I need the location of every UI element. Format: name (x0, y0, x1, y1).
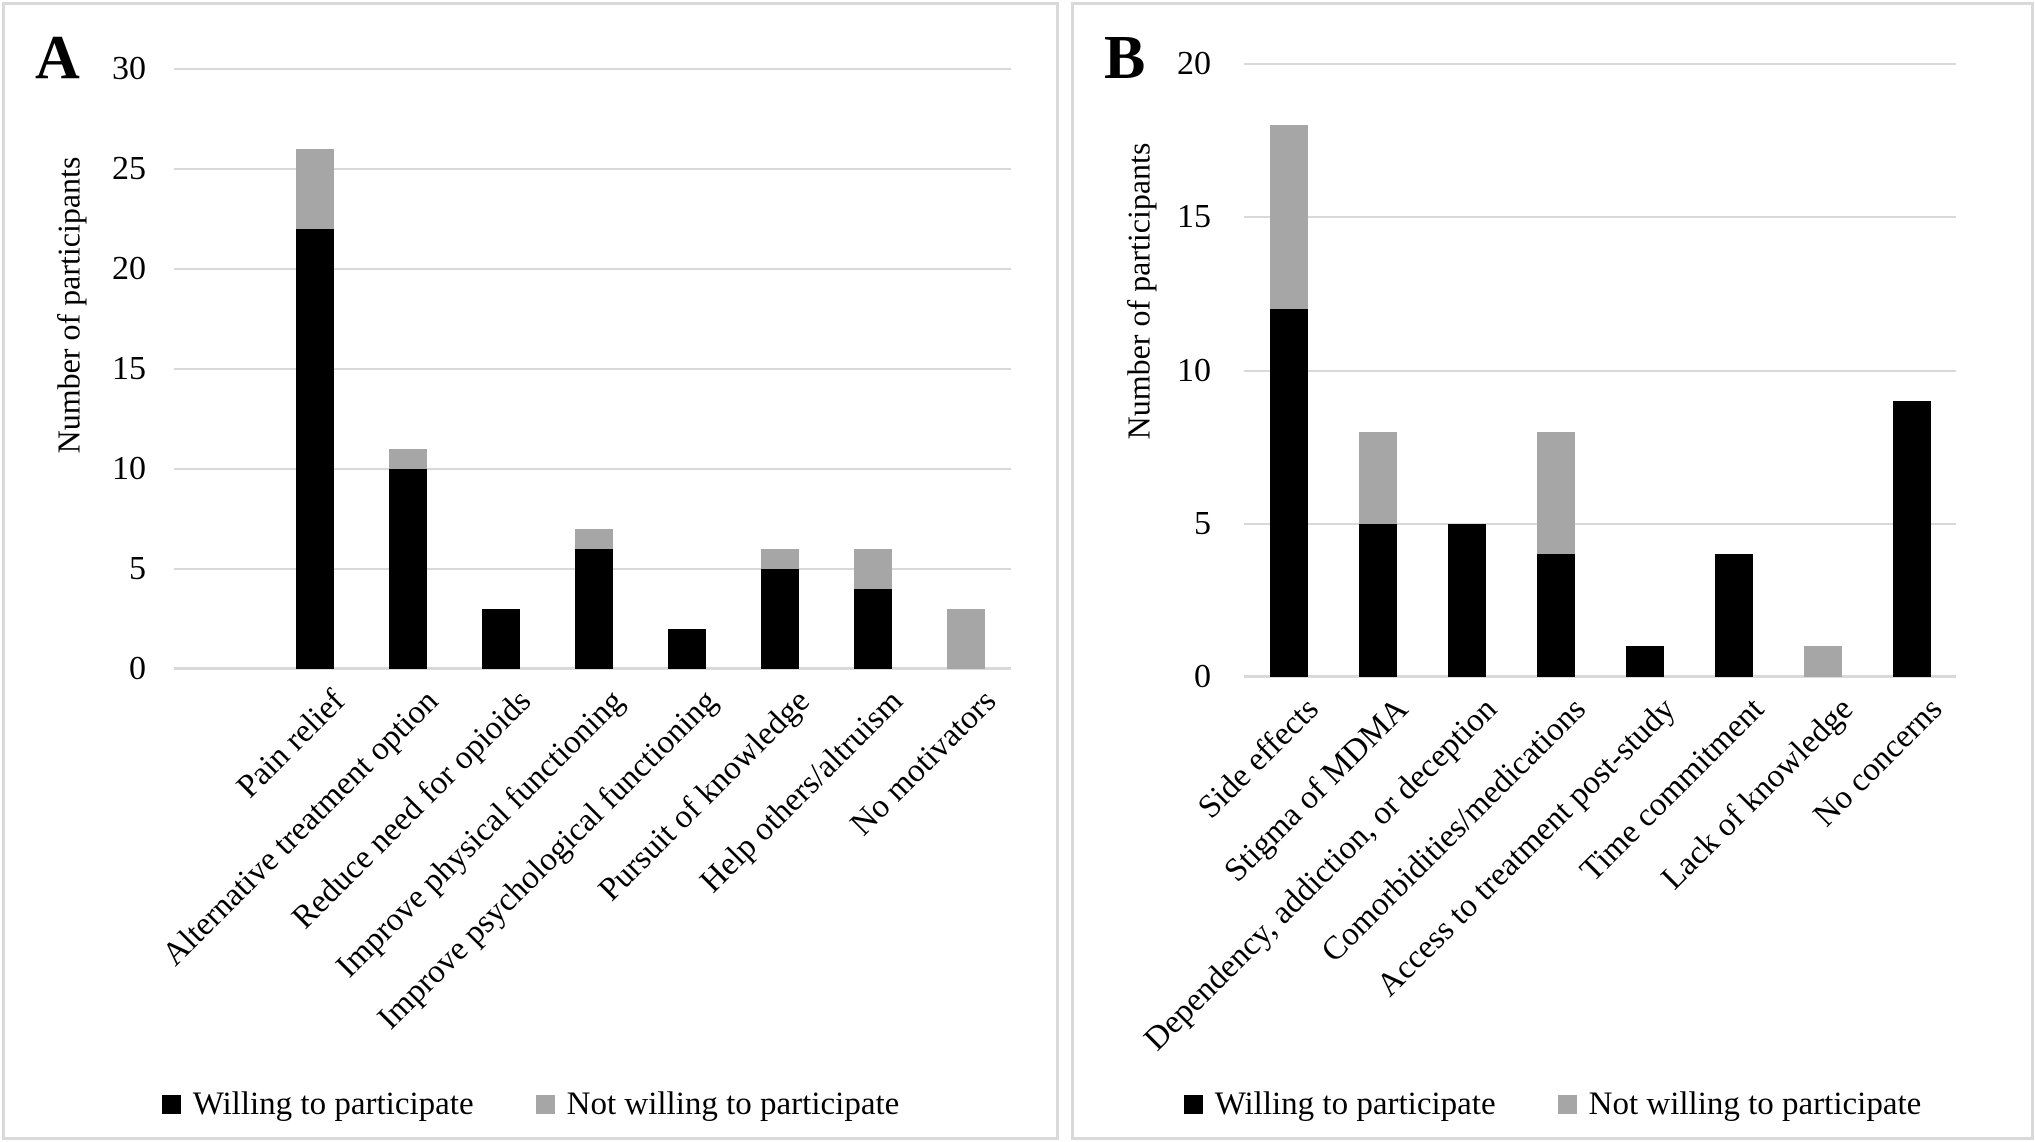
y-tick-label-15: 15 (112, 350, 146, 387)
gridline-20 (174, 268, 1011, 270)
y-tick-label-5: 5 (129, 550, 146, 587)
legend-item-not-willing-to-participate: Not willing to participate (1557, 1084, 1922, 1124)
y-tick-label-5: 5 (1194, 504, 1211, 542)
gridline-5 (1244, 522, 1956, 525)
bar-not-willing-alternative-treatment-option (388, 449, 427, 469)
y-tick-label-0: 0 (1194, 658, 1211, 695)
legend-item-willing-to-participate: Willing to participate (1183, 1084, 1496, 1124)
bar-not-willing-stigma-of-mdma (1358, 431, 1397, 524)
gridline-15 (174, 368, 1011, 370)
category-label-improve-psychological-functioning: Improve psychological functioning (370, 683, 724, 1037)
panel-b-legend: Willing to participate Not willing to par… (1074, 1084, 2031, 1124)
panel-a: A Number of participants 30 25 20 15 10 5 0 Pa… (2, 2, 1059, 1140)
panel-a-legend: Willing to participate Not willing to par… (5, 1084, 1056, 1124)
x-axis-line (1244, 675, 1956, 678)
gridline-30 (174, 68, 1011, 70)
panel-b-y-axis-title: Number of participants (1120, 142, 1157, 440)
bar-willing-alternative-treatment-option (388, 469, 427, 669)
bar-willing-no-concerns (1892, 401, 1931, 677)
category-label-dependency-addiction-or-deception: Dependency, addiction, or deception (1137, 691, 1504, 1058)
bar-willing-time-commitment (1714, 554, 1753, 677)
gridline-20 (1244, 63, 1956, 65)
legend-label-willing-to-participate: Willing to participate (192, 1086, 474, 1122)
y-tick-label-10: 10 (1177, 351, 1211, 389)
bar-willing-help-others-altruism (853, 589, 892, 669)
legend-label-not-willing-to-participate: Not willing to participate (1588, 1086, 1922, 1122)
willing-swatch-icon (161, 1094, 181, 1114)
bar-willing-pursuit-of-knowledge (760, 569, 799, 669)
gridline-10 (174, 468, 1011, 470)
y-tick-label-0: 0 (129, 650, 146, 687)
legend-item-willing-to-participate: Willing to participate (161, 1084, 474, 1124)
not-willing-swatch-icon (1557, 1094, 1577, 1114)
gridline-15 (1244, 216, 1956, 219)
bar-not-willing-side-effects (1269, 125, 1308, 310)
y-tick-label-20: 20 (1177, 45, 1211, 82)
bar-willing-stigma-of-mdma (1358, 523, 1397, 677)
legend-label-not-willing-to-participate: Not willing to participate (566, 1086, 900, 1122)
gridline-25 (174, 168, 1011, 170)
legend-item-not-willing-to-participate: Not willing to participate (535, 1084, 900, 1124)
bar-willing-reduce-need-for-opioids (481, 609, 520, 669)
gridline-10 (1244, 369, 1956, 372)
panel-a-label: A (35, 24, 80, 92)
legend-label-willing-to-participate: Willing to participate (1214, 1086, 1496, 1122)
bar-willing-improve-psychological-functioning (667, 629, 706, 669)
y-tick-label-10: 10 (112, 450, 146, 487)
willing-swatch-icon (1183, 1094, 1203, 1114)
y-tick-label-25: 25 (112, 150, 146, 187)
y-tick-label-15: 15 (1177, 198, 1211, 236)
panel-b-plot-area (1244, 63, 1956, 678)
panel-a-y-axis-title: Number of participants (50, 156, 87, 454)
bar-not-willing-improve-physical-functioning (574, 529, 613, 549)
bar-willing-pain-relief (295, 229, 334, 669)
bar-willing-dependency-addiction-or-deception (1447, 523, 1486, 677)
y-tick-label-30: 30 (112, 50, 146, 87)
panel-b-label: B (1104, 24, 1146, 92)
bar-not-willing-no-motivators (946, 609, 985, 669)
bar-willing-comorbidities-medications (1536, 554, 1575, 677)
not-willing-swatch-icon (535, 1094, 555, 1114)
bar-willing-side-effects (1269, 309, 1308, 677)
bar-not-willing-pursuit-of-knowledge (760, 549, 799, 569)
bar-not-willing-pain-relief (295, 149, 334, 229)
bar-not-willing-help-others-altruism (853, 549, 892, 589)
bar-willing-improve-physical-functioning (574, 549, 613, 669)
panel-b: B Number of participants 20 15 10 5 0 Side e… (1071, 2, 2034, 1140)
y-tick-label-20: 20 (112, 250, 146, 287)
bar-not-willing-comorbidities-medications (1536, 431, 1575, 555)
bar-not-willing-lack-of-knowledge (1803, 646, 1842, 677)
bar-willing-access-to-treatment-post-study (1625, 646, 1664, 677)
panel-a-plot-area (174, 68, 1011, 670)
